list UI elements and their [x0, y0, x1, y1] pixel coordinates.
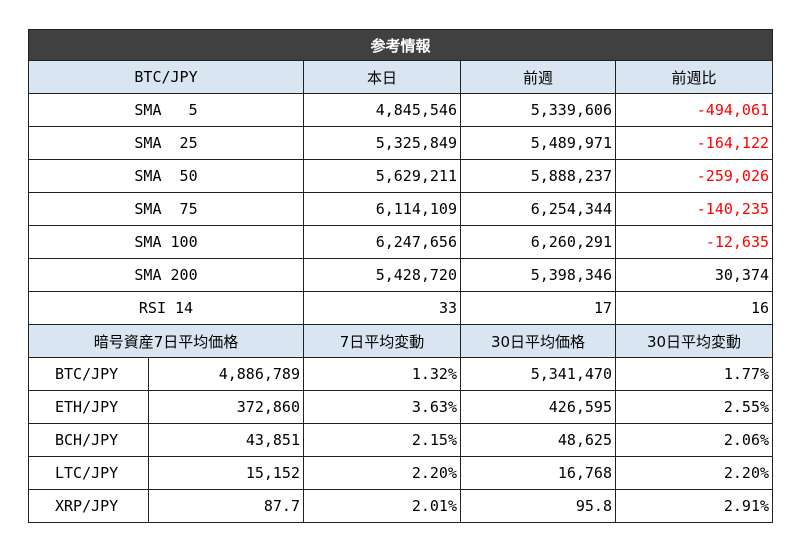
avg30-price: 426,595: [460, 390, 616, 424]
avg7-change: 3.63%: [303, 390, 461, 424]
today-value: 6,247,656: [303, 225, 461, 259]
week-diff-value: -259,026: [614, 159, 774, 193]
indicator-row: SMA 75 6,114,109 6,254,344 -140,235: [28, 192, 774, 226]
table-title: 参考情報: [27, 29, 774, 61]
asset-pair: BTC/JPY: [28, 357, 149, 391]
header-asset-avg7: 暗号資産7日平均価格: [28, 324, 304, 358]
header-pair: BTC/JPY: [28, 60, 304, 94]
avg30-change: 2.91%: [614, 489, 774, 523]
reference-table: 参考情報 BTC/JPY 本日 前週 前週比 SMA 5 4,845,546 5,3…: [27, 29, 774, 523]
indicator-label: SMA 25: [28, 126, 304, 160]
indicator-label: SMA 200: [28, 258, 304, 292]
indicator-row: SMA 50 5,629,211 5,888,237 -259,026: [28, 159, 774, 193]
average-header-row: 暗号資産7日平均価格 7日平均変動 30日平均価格 30日平均変動: [28, 324, 774, 358]
asset-pair: BCH/JPY: [28, 423, 149, 457]
asset-pair: LTC/JPY: [28, 456, 149, 490]
avg7-price: 15,152: [148, 456, 304, 490]
avg30-price: 5,341,470: [460, 357, 616, 391]
last-week-value: 5,398,346: [460, 258, 616, 292]
avg30-price: 48,625: [460, 423, 616, 457]
avg7-price: 43,851: [148, 423, 304, 457]
asset-pair: XRP/JPY: [28, 489, 149, 523]
asset-pair: ETH/JPY: [28, 390, 149, 424]
week-diff-value: -140,235: [614, 192, 774, 226]
indicator-row: SMA 200 5,428,720 5,398,346 30,374: [28, 258, 774, 292]
indicator-label: SMA 75: [28, 192, 304, 226]
avg7-price: 87.7: [148, 489, 304, 523]
asset-row: XRP/JPY 87.7 2.01% 95.8 2.91%: [28, 489, 774, 523]
indicator-row: SMA 25 5,325,849 5,489,971 -164,122: [28, 126, 774, 160]
avg30-change: 1.77%: [614, 357, 774, 391]
avg30-change: 2.55%: [614, 390, 774, 424]
week-diff-value: -164,122: [614, 126, 774, 160]
today-value: 4,845,546: [303, 93, 461, 127]
indicator-label: SMA 5: [28, 93, 304, 127]
header-week-diff: 前週比: [614, 60, 774, 94]
indicator-row: SMA 5 4,845,546 5,339,606 -494,061: [28, 93, 774, 127]
today-value: 5,428,720: [303, 258, 461, 292]
week-diff-value: -494,061: [614, 93, 774, 127]
asset-row: BTC/JPY 4,886,789 1.32% 5,341,470 1.77%: [28, 357, 774, 391]
last-week-value: 5,339,606: [460, 93, 616, 127]
indicator-label: SMA 50: [28, 159, 304, 193]
header-avg7-change: 7日平均変動: [303, 324, 461, 358]
reference-info-panel: 参考情報 BTC/JPY 本日 前週 前週比 SMA 5 4,845,546 5,3…: [27, 29, 774, 523]
header-last-week: 前週: [460, 60, 616, 94]
today-value: 6,114,109: [303, 192, 461, 226]
avg30-price: 95.8: [460, 489, 616, 523]
avg30-change: 2.20%: [614, 456, 774, 490]
title-row: 参考情報: [27, 29, 774, 61]
last-week-value: 5,489,971: [460, 126, 616, 160]
avg30-change: 2.06%: [614, 423, 774, 457]
indicator-row: RSI 14 33 17 16: [28, 291, 774, 325]
header-avg30-change: 30日平均変動: [614, 324, 774, 358]
sma-header-row: BTC/JPY 本日 前週 前週比: [28, 60, 774, 94]
avg7-change: 2.15%: [303, 423, 461, 457]
week-diff-value: -12,635: [614, 225, 774, 259]
last-week-value: 6,260,291: [460, 225, 616, 259]
avg7-change: 2.20%: [303, 456, 461, 490]
asset-row: BCH/JPY 43,851 2.15% 48,625 2.06%: [28, 423, 774, 457]
indicator-row: SMA 100 6,247,656 6,260,291 -12,635: [28, 225, 774, 259]
week-diff-value: 30,374: [614, 258, 774, 292]
today-value: 33: [303, 291, 461, 325]
avg7-price: 4,886,789: [148, 357, 304, 391]
asset-row: LTC/JPY 15,152 2.20% 16,768 2.20%: [28, 456, 774, 490]
header-avg30-price: 30日平均価格: [460, 324, 616, 358]
asset-row: ETH/JPY 372,860 3.63% 426,595 2.55%: [28, 390, 774, 424]
last-week-value: 5,888,237: [460, 159, 616, 193]
last-week-value: 6,254,344: [460, 192, 616, 226]
today-value: 5,629,211: [303, 159, 461, 193]
avg7-change: 1.32%: [303, 357, 461, 391]
header-asset: 暗号資産: [93, 332, 154, 351]
avg30-price: 16,768: [460, 456, 616, 490]
indicator-label: RSI 14: [28, 291, 304, 325]
avg7-change: 2.01%: [303, 489, 461, 523]
header-today: 本日: [303, 60, 461, 94]
week-diff-value: 16: [614, 291, 774, 325]
today-value: 5,325,849: [303, 126, 461, 160]
last-week-value: 17: [460, 291, 616, 325]
indicator-label: SMA 100: [28, 225, 304, 259]
header-avg7-price: 7日平均価格: [153, 332, 239, 351]
avg7-price: 372,860: [148, 390, 304, 424]
